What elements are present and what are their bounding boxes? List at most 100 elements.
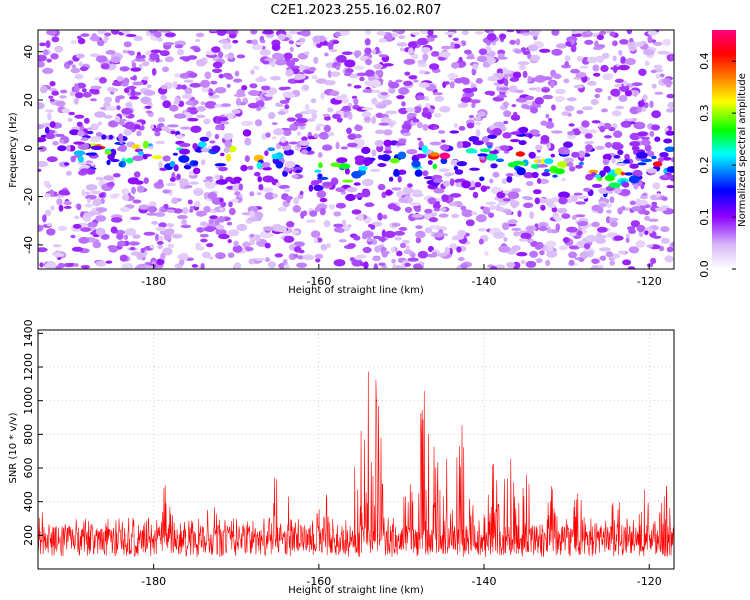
- heatmap-cell: [264, 242, 271, 249]
- heatmap-cell: [417, 37, 429, 46]
- heatmap-cell: [223, 132, 234, 140]
- heatmap-cell: [553, 73, 562, 80]
- heatmap-cell: [332, 40, 340, 44]
- heatmap-cell: [362, 89, 375, 93]
- heatmap-cell: [611, 143, 624, 150]
- heatmap-cell: [516, 30, 521, 34]
- heatmap-cell: [333, 223, 344, 228]
- heatmap-cell: [501, 178, 508, 185]
- heatmap-cell: [611, 157, 616, 164]
- heatmap-cell: [574, 214, 586, 218]
- heatmap-cell: [568, 123, 575, 127]
- heatmap-cell: [78, 236, 90, 244]
- heatmap-cell: [653, 64, 663, 70]
- heatmap-cell: [142, 60, 150, 67]
- heatmap-cell: [84, 203, 94, 208]
- heatmap-cell: [566, 226, 578, 233]
- heatmap-cell: [456, 161, 468, 167]
- heatmap-cell: [219, 207, 224, 211]
- heatmap-cell: [527, 238, 534, 243]
- heatmap-cell: [49, 121, 56, 128]
- heatmap-cell: [407, 257, 419, 262]
- heatmap-cell: [233, 176, 242, 182]
- heatmap-cell: [614, 167, 623, 175]
- heatmap-cell: [81, 189, 86, 197]
- heatmap-cell: [444, 31, 456, 35]
- heatmap-cell: [403, 249, 413, 255]
- heatmap-cell: [327, 131, 335, 137]
- heatmap-cell: [116, 105, 121, 111]
- heatmap-cell: [600, 64, 609, 73]
- heatmap-cell: [431, 212, 437, 217]
- heatmap-cell: [274, 253, 283, 258]
- heatmap-cell: [613, 235, 624, 241]
- heatmap-cell: [415, 237, 422, 244]
- heatmap-cell: [284, 104, 290, 110]
- heatmap-cell: [306, 118, 316, 122]
- heatmap-cell: [320, 244, 328, 251]
- heatmap-cell: [109, 194, 119, 199]
- heatmap-cell: [418, 82, 430, 88]
- heatmap-cell: [516, 252, 528, 257]
- heatmap-cell: [378, 104, 385, 108]
- heatmap-cell: [492, 171, 500, 178]
- heatmap-cell: [570, 68, 581, 74]
- heatmap-cell: [112, 173, 121, 178]
- heatmap-cell: [558, 191, 570, 199]
- heatmap-cell: [660, 226, 670, 233]
- heatmap-cell: [579, 65, 589, 69]
- heatmap-cell: [642, 94, 648, 101]
- heatmap-cell: [243, 241, 250, 247]
- heatmap-cell: [652, 235, 662, 239]
- heatmap-cell: [659, 152, 669, 158]
- heatmap-cell: [67, 117, 73, 122]
- heatmap-cell: [397, 169, 407, 175]
- heatmap-cell: [434, 113, 442, 118]
- heatmap-cell: [273, 128, 285, 136]
- heatmap-cell: [405, 107, 416, 113]
- heatmap-cell: [652, 182, 661, 190]
- heatmap-cell: [398, 35, 406, 40]
- heatmap-cell: [347, 133, 357, 140]
- heatmap-cell: [110, 30, 120, 35]
- heatmap-cell: [342, 219, 347, 227]
- heatmap-cell: [318, 162, 323, 169]
- heatmap-cell: [594, 40, 599, 48]
- heatmap-cell: [297, 255, 305, 260]
- heatmap-cell: [422, 124, 429, 131]
- heatmap-cell: [258, 75, 263, 79]
- heatmap-cell: [356, 254, 367, 259]
- heatmap-cell: [122, 194, 130, 201]
- heatmap-cell: [457, 256, 465, 262]
- heatmap-cell: [288, 141, 299, 145]
- heatmap-cell: [46, 156, 58, 163]
- heatmap-cell: [57, 145, 67, 152]
- heatmap-cell: [278, 86, 288, 91]
- heatmap-cell: [530, 31, 540, 37]
- heatmap-cell: [454, 202, 463, 206]
- heatmap-cell: [101, 134, 107, 140]
- heatmap-cell: [293, 196, 300, 205]
- heatmap-cell: [383, 129, 393, 136]
- heatmap-cell: [196, 105, 206, 112]
- heatmap-cell: [568, 251, 578, 259]
- heatmap-cell: [335, 141, 340, 150]
- heatmap-cell: [214, 163, 227, 167]
- heatmap-cell: [271, 43, 281, 51]
- heatmap-cell: [319, 35, 326, 43]
- heatmap-cell: [143, 89, 156, 96]
- heatmap-cell: [69, 90, 75, 97]
- heatmap-cell: [135, 55, 143, 59]
- heatmap-cell: [342, 179, 354, 183]
- heatmap-cell: [119, 138, 124, 145]
- heatmap-cell: [665, 130, 674, 136]
- heatmap-cell: [299, 125, 306, 130]
- heatmap-cell: [147, 206, 158, 213]
- heatmap-cell: [264, 257, 270, 262]
- heatmap-cell: [250, 69, 255, 75]
- heatmap-cell: [94, 77, 100, 80]
- y-tick-label: 0: [22, 145, 35, 152]
- heatmap-cell: [625, 233, 630, 239]
- heatmap-cell: [110, 226, 118, 234]
- heatmap-cell: [561, 213, 571, 220]
